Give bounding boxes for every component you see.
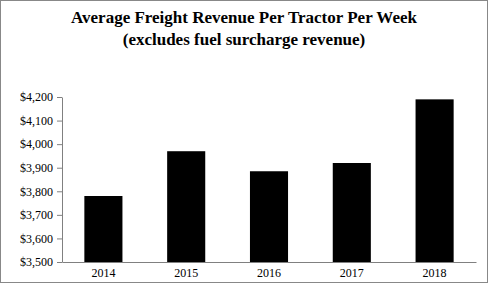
y-tick-mark xyxy=(57,191,62,192)
x-tick-label: 2015 xyxy=(174,266,198,280)
y-tick-label: $4,200 xyxy=(20,90,53,104)
y-tick-mark xyxy=(57,238,62,239)
chart-border xyxy=(1,1,488,283)
x-tick-label: 2014 xyxy=(91,266,115,280)
y-tick-label: $4,100 xyxy=(20,114,53,128)
y-tick-mark xyxy=(57,144,62,145)
y-tick-label: $4,000 xyxy=(20,137,53,151)
x-tick-label: 2016 xyxy=(257,266,281,280)
y-tick-mark xyxy=(57,262,62,263)
x-tick-label: 2017 xyxy=(340,266,364,280)
bar xyxy=(333,163,371,262)
y-tick-mark xyxy=(57,215,62,216)
y-axis-line xyxy=(62,98,63,263)
x-tick: 2018 xyxy=(423,262,447,280)
y-tick: $3,800 xyxy=(20,185,62,199)
bar xyxy=(167,151,205,262)
y-tick: $4,000 xyxy=(20,137,62,151)
y-tick: $3,900 xyxy=(20,161,62,175)
y-axis: $3,500 $3,600 $3,700 $3,800 $3,900 $4,000 $4,1… xyxy=(20,90,63,269)
subtitle: (excludes fuel surcharge revenue) xyxy=(123,30,366,49)
x-axis: 2014 2015 2016 2017 2018 xyxy=(63,262,477,280)
plot: $3,500 $3,600 $3,700 $3,800 $3,900 $4,000 $4,1… xyxy=(20,90,477,279)
bar xyxy=(250,171,288,262)
y-tick-mark xyxy=(57,168,62,169)
y-tick-label: $3,700 xyxy=(20,208,53,222)
y-tick: $3,600 xyxy=(20,232,62,246)
y-tick: $4,100 xyxy=(20,114,62,128)
y-tick: $3,700 xyxy=(20,208,62,222)
y-tick-label: $3,900 xyxy=(20,161,53,175)
bar xyxy=(84,196,122,262)
x-axis-line xyxy=(63,262,477,263)
y-tick-label: $3,500 xyxy=(20,255,53,269)
title: Average Freight Revenue Per Tractor Per … xyxy=(71,8,417,27)
y-tick-label: $3,600 xyxy=(20,232,53,246)
x-tick: 2016 xyxy=(257,262,281,280)
y-tick-mark xyxy=(57,97,62,98)
x-tick-label: 2018 xyxy=(423,266,447,280)
x-tick: 2017 xyxy=(340,262,364,280)
bars xyxy=(84,99,453,262)
y-tick: $4,200 xyxy=(20,90,62,104)
bar xyxy=(416,99,454,262)
chart: Average Freight Revenue Per Tractor Per … xyxy=(0,0,488,283)
x-tick: 2014 xyxy=(91,262,115,280)
y-tick-label: $3,800 xyxy=(20,185,53,199)
y-tick: $3,500 xyxy=(20,255,62,269)
x-tick: 2015 xyxy=(174,262,198,280)
y-tick-mark xyxy=(57,121,62,122)
